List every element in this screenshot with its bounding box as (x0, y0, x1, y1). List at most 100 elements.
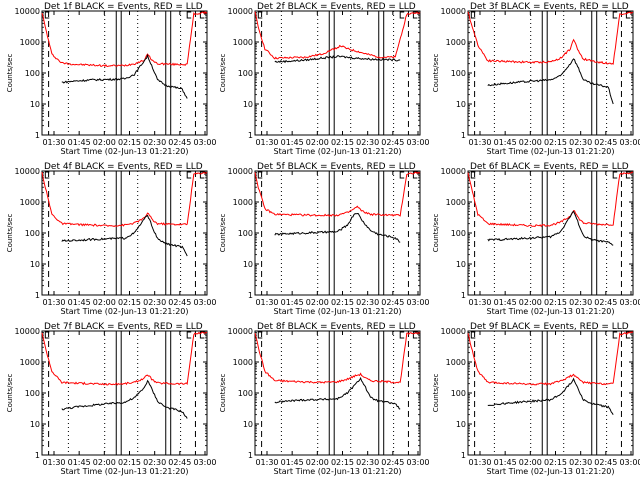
marker-bracket (412, 331, 418, 339)
x-tick-label: 02:00 (306, 138, 329, 147)
x-axis-label: Start Time (02-Jun-13 01:21:20) (487, 307, 615, 316)
y-tick-label: 10 (30, 420, 40, 429)
marker-bracket (470, 331, 476, 339)
y-tick-label: 1 (461, 131, 466, 140)
x-tick-label: 02:30 (356, 138, 379, 147)
plot-frame (41, 330, 208, 456)
chart-panel-9: Det 9f BLACK = Events, RED = LLD 1 10 100 10… (432, 322, 640, 476)
marker-bracket (186, 331, 192, 339)
x-tick-label: 02:15 (544, 138, 567, 147)
y-axis-label: Counts/sec (6, 214, 14, 253)
x-tick-label: 02:00 (93, 298, 116, 307)
marker-bracket (625, 171, 631, 179)
x-tick-label: 02:30 (356, 458, 379, 467)
y-tick-label: 1 (35, 451, 40, 460)
y-tick-label: 1 (35, 291, 40, 300)
y-tick-label: 100 (238, 389, 253, 398)
x-tick-label: 02:00 (519, 138, 542, 147)
x-tick-label: 02:30 (356, 298, 379, 307)
y-tick-label: 1 (35, 131, 40, 140)
x-tick-label: 02:15 (544, 298, 567, 307)
plot-frame (467, 10, 634, 136)
y-tick-label: 100 (238, 69, 253, 78)
chart-title: Det 4f BLACK = Events, RED = LLD (44, 162, 203, 172)
x-tick-label: 02:00 (93, 458, 116, 467)
series-events-line (61, 53, 188, 99)
y-tick-label: 1 (248, 131, 253, 140)
marker-bracket (199, 171, 205, 179)
series-events-line (61, 379, 188, 419)
x-tick-label: 01:30 (42, 138, 65, 147)
x-tick-label: 02:45 (381, 298, 404, 307)
x-tick-label: 02:00 (519, 458, 542, 467)
x-tick-label: 02:30 (569, 138, 592, 147)
x-tick-label: 01:30 (468, 298, 491, 307)
x-tick-label: 03:00 (406, 458, 429, 467)
plot-frame (41, 10, 208, 136)
y-tick-label: 10 (30, 260, 40, 269)
marker-bracket (470, 11, 476, 19)
x-tick-label: 03:00 (193, 138, 216, 147)
marker-bracket (44, 11, 50, 19)
x-axis-label: Start Time (02-Jun-13 01:21:20) (487, 467, 615, 476)
x-tick-label: 02:00 (306, 458, 329, 467)
x-tick-label: 02:15 (331, 458, 354, 467)
marker-bracket (257, 11, 263, 19)
plot-frame (254, 170, 421, 296)
series-lld-line (467, 171, 634, 228)
y-axis-label: Counts/sec (432, 374, 440, 413)
chart-title: Det 8f BLACK = Events, RED = LLD (257, 322, 416, 332)
x-tick-label: 01:30 (42, 458, 65, 467)
series-lld-line (254, 171, 421, 217)
x-tick-label: 01:45 (68, 458, 91, 467)
series-lld-line (254, 11, 421, 60)
x-tick-label: 01:45 (494, 458, 517, 467)
x-tick-label: 02:15 (544, 458, 567, 467)
y-tick-label: 100 (451, 69, 466, 78)
y-tick-label: 1000 (446, 38, 466, 47)
x-tick-label: 02:15 (331, 298, 354, 307)
x-tick-label: 02:45 (594, 298, 617, 307)
y-tick-label: 1000 (233, 198, 253, 207)
y-tick-label: 10 (243, 420, 253, 429)
plot-frame (41, 170, 208, 296)
x-tick-label: 02:00 (519, 298, 542, 307)
y-tick-label: 10000 (441, 327, 466, 336)
y-tick-label: 10000 (228, 327, 253, 336)
x-tick-label: 01:30 (255, 298, 278, 307)
y-tick-label: 100 (25, 389, 40, 398)
y-tick-label: 10 (456, 260, 466, 269)
y-tick-label: 10000 (441, 167, 466, 176)
x-tick-label: 01:30 (255, 138, 278, 147)
x-tick-label: 02:45 (381, 138, 404, 147)
chart-panel-2: Det 2f BLACK = Events, RED = LLD 1 10 100 10… (219, 2, 430, 156)
y-tick-label: 1 (248, 451, 253, 460)
x-tick-label: 01:30 (468, 458, 491, 467)
y-tick-label: 1000 (20, 198, 40, 207)
series-lld-line (41, 10, 208, 68)
chart-title: Det 9f BLACK = Events, RED = LLD (470, 322, 629, 332)
series-lld-line (254, 332, 421, 384)
chart-title: Det 2f BLACK = Events, RED = LLD (257, 2, 416, 12)
series-lld-line (41, 331, 208, 386)
x-tick-label: 02:15 (118, 298, 141, 307)
y-tick-label: 1000 (446, 358, 466, 367)
x-tick-label: 01:45 (494, 298, 517, 307)
chart-panel-5: Det 5f BLACK = Events, RED = LLD 1 10 100 10… (219, 162, 430, 316)
series-events-line (487, 58, 614, 105)
x-tick-label: 02:45 (168, 458, 191, 467)
x-tick-label: 02:30 (143, 298, 166, 307)
marker-bracket (399, 11, 405, 19)
y-tick-label: 10 (30, 100, 40, 109)
x-tick-label: 02:15 (118, 458, 141, 467)
x-tick-label: 02:15 (118, 138, 141, 147)
x-tick-label: 02:45 (381, 458, 404, 467)
y-tick-label: 100 (451, 389, 466, 398)
x-tick-label: 03:00 (619, 138, 640, 147)
y-tick-label: 10000 (228, 7, 253, 16)
series-events-line (274, 376, 401, 410)
y-tick-label: 1000 (446, 198, 466, 207)
plot-frame (467, 330, 634, 456)
x-tick-label: 01:45 (494, 138, 517, 147)
x-tick-label: 03:00 (193, 298, 216, 307)
